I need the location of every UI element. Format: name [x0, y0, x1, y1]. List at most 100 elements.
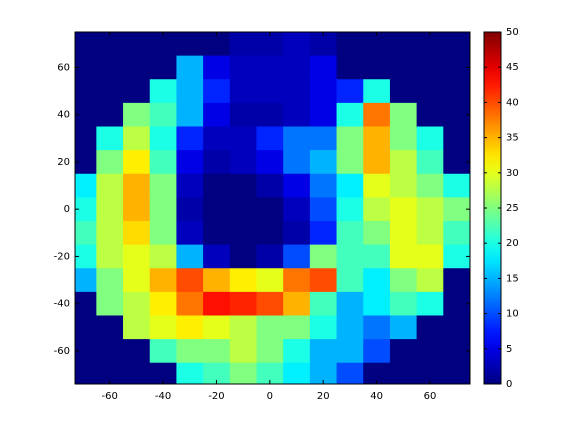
cell — [96, 32, 124, 57]
colorbar-tick-label: 40 — [506, 97, 519, 108]
cell — [123, 244, 151, 269]
cell — [229, 315, 257, 340]
cell — [75, 126, 97, 151]
cell — [256, 268, 284, 293]
cell — [309, 362, 338, 384]
y-tick-label: -60 — [54, 346, 70, 357]
cell — [96, 339, 124, 364]
cell — [256, 79, 284, 104]
cell — [309, 244, 338, 269]
cell — [176, 315, 204, 340]
cell — [203, 339, 231, 364]
cell — [416, 79, 444, 104]
cell — [96, 197, 124, 222]
cell — [149, 102, 177, 127]
cell — [336, 55, 364, 80]
cell — [229, 55, 257, 80]
cell — [309, 291, 338, 316]
cell — [309, 197, 338, 222]
cell — [229, 268, 257, 293]
cell — [256, 339, 284, 364]
cell — [123, 362, 151, 384]
colorbar-tick-label: 50 — [506, 27, 519, 38]
cell — [203, 268, 231, 293]
cell — [123, 197, 151, 222]
cell — [256, 362, 284, 384]
cell — [149, 315, 177, 340]
cell — [336, 126, 364, 151]
cell — [283, 126, 311, 151]
cell — [256, 315, 284, 340]
cell — [123, 102, 151, 127]
colorbar-tick-label: 5 — [506, 344, 512, 355]
cell — [176, 362, 204, 384]
cell — [363, 173, 391, 198]
cell — [283, 362, 311, 384]
cell — [309, 220, 338, 246]
cell — [416, 268, 444, 293]
x-tick-label: 20 — [317, 391, 330, 402]
cell — [309, 339, 338, 364]
cell — [149, 291, 177, 316]
cell — [336, 220, 364, 246]
cell — [203, 150, 231, 175]
cell — [443, 102, 470, 127]
cell — [283, 79, 311, 104]
cell — [416, 220, 444, 246]
cell — [149, 150, 177, 175]
x-tick-label: 60 — [424, 391, 437, 402]
cell — [75, 291, 97, 316]
cell — [283, 315, 311, 340]
cell — [229, 32, 257, 57]
cell — [149, 32, 177, 57]
cell — [203, 362, 231, 384]
colorbar-tick-label: 10 — [506, 309, 519, 320]
x-tick-label: 40 — [370, 391, 383, 402]
cell — [229, 244, 257, 269]
cell — [229, 79, 257, 104]
cell — [389, 291, 418, 316]
cell — [149, 197, 177, 222]
cell — [123, 339, 151, 364]
cell — [283, 220, 311, 246]
cell — [336, 79, 364, 104]
colorbar-tick-label: 15 — [506, 273, 519, 284]
cell — [336, 268, 364, 293]
cell — [176, 55, 204, 80]
cell — [389, 55, 418, 80]
cell — [443, 32, 470, 57]
cell — [336, 315, 364, 340]
cell — [149, 220, 177, 246]
cell — [363, 102, 391, 127]
cell — [389, 220, 418, 246]
cell — [256, 173, 284, 198]
cell — [96, 126, 124, 151]
cell — [176, 79, 204, 104]
x-tick-label: 0 — [267, 391, 273, 402]
cell — [389, 126, 418, 151]
cell — [309, 126, 338, 151]
cell — [256, 244, 284, 269]
cell — [283, 339, 311, 364]
cell — [363, 315, 391, 340]
plot-frame — [74, 31, 471, 385]
cell — [203, 244, 231, 269]
cell — [363, 244, 391, 269]
cell — [443, 173, 470, 198]
cell — [416, 102, 444, 127]
cell — [416, 339, 444, 364]
cell — [96, 102, 124, 127]
cell — [309, 55, 338, 80]
cell — [149, 268, 177, 293]
y-tick-label: -20 — [54, 251, 70, 262]
cell — [309, 315, 338, 340]
cell — [123, 173, 151, 198]
cell — [309, 268, 338, 293]
cell — [123, 32, 151, 57]
cell — [336, 102, 364, 127]
cell — [203, 32, 231, 57]
cell — [363, 126, 391, 151]
cell — [203, 315, 231, 340]
cell — [443, 220, 470, 246]
